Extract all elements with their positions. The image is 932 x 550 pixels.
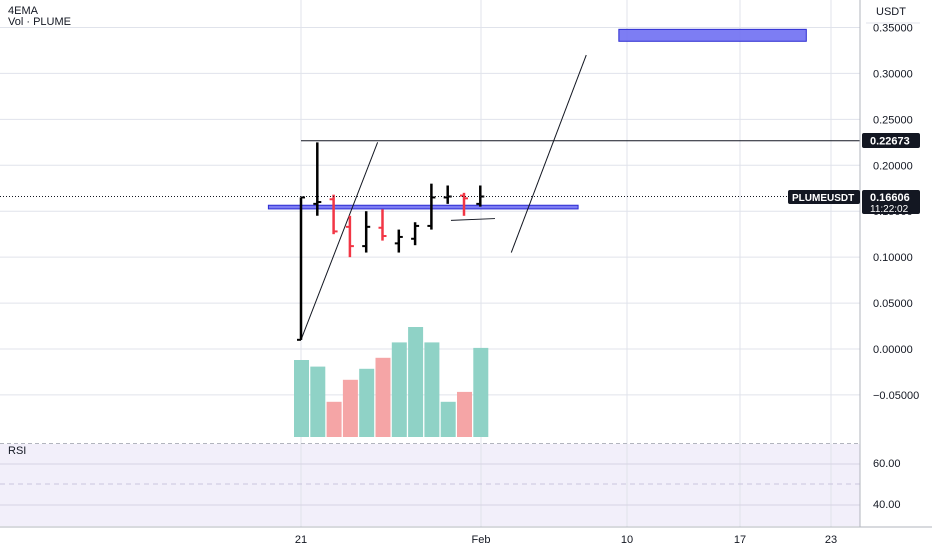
ohlc-bar xyxy=(394,229,403,253)
trend-lines[interactable] xyxy=(300,54,587,340)
price-tick-label: 0.35000 xyxy=(873,23,913,35)
ohlc-bar xyxy=(427,183,436,230)
price-tick-label: 0.00000 xyxy=(873,344,913,356)
ohlc-bar xyxy=(297,196,305,341)
zone-rectangle xyxy=(267,204,579,210)
time-tick-label: 21 xyxy=(295,534,307,546)
level-price-text: 0.22673 xyxy=(870,136,910,148)
volume-bar xyxy=(359,368,375,437)
price-tick-label: −0.05000 xyxy=(873,390,919,402)
time-tick-label: Feb xyxy=(472,534,491,546)
volume-bar xyxy=(294,360,309,437)
trend-line xyxy=(510,54,587,253)
ohlc-bar xyxy=(313,142,322,216)
ohlc-bar xyxy=(362,211,371,253)
level-price-label: 0.22673 xyxy=(862,133,920,148)
rsi-guide-lines xyxy=(0,463,860,506)
rsi-tick-label: 60.00 xyxy=(873,458,901,470)
price-tick-label: 0.10000 xyxy=(873,252,913,264)
time-tick-label: 23 xyxy=(825,534,837,546)
ohlc-bar xyxy=(345,215,354,258)
rsi-tick-label: 40.00 xyxy=(873,499,901,511)
trend-line xyxy=(450,218,495,221)
volume-bar xyxy=(342,379,358,437)
indicator-legend[interactable]: 4EMA xyxy=(8,5,39,17)
currency-label: USDT xyxy=(876,6,906,18)
price-tick-label: 0.05000 xyxy=(873,298,913,310)
rsi-panel-background xyxy=(0,444,860,526)
volume-bar xyxy=(326,401,342,437)
volume-bar xyxy=(310,366,326,437)
price-tick-label: 0.25000 xyxy=(873,114,913,126)
price-tick-label: 0.20000 xyxy=(873,160,913,172)
time-axis[interactable]: 21 Feb 10 17 23 xyxy=(295,534,837,546)
rsi-axis: 60.00 40.00 xyxy=(873,458,901,511)
zone-rectangle xyxy=(618,28,807,42)
ohlc-bar xyxy=(378,209,387,241)
volume-bars xyxy=(294,327,489,437)
current-price-badge: PLUMEUSDT 0.16606 11:22:02 xyxy=(788,190,920,215)
current-price-text: 0.16606 xyxy=(870,192,910,204)
countdown-text: 11:22:02 xyxy=(870,204,909,215)
zones[interactable] xyxy=(267,28,807,210)
volume-bar xyxy=(408,327,424,437)
price-tick-label: 0.30000 xyxy=(873,68,913,80)
trend-line xyxy=(300,142,379,340)
grid xyxy=(0,0,860,527)
ohlc-bar xyxy=(411,222,420,246)
volume-bar xyxy=(473,347,489,437)
time-tick-label: 10 xyxy=(621,534,633,546)
volume-bar xyxy=(440,401,456,437)
volume-legend[interactable]: Vol · PLUME xyxy=(8,16,71,28)
current-symbol-text: PLUMEUSDT xyxy=(792,193,854,204)
ohlc-bar xyxy=(329,194,338,235)
time-tick-label: 17 xyxy=(734,534,746,546)
ohlc-bar xyxy=(443,185,452,204)
volume-bar xyxy=(391,342,407,437)
volume-bar xyxy=(375,357,391,437)
rsi-title[interactable]: RSI xyxy=(8,445,26,457)
volume-bar xyxy=(457,391,472,437)
volume-bar xyxy=(424,342,440,437)
candles xyxy=(297,142,485,341)
ohlc-bar xyxy=(460,192,468,216)
